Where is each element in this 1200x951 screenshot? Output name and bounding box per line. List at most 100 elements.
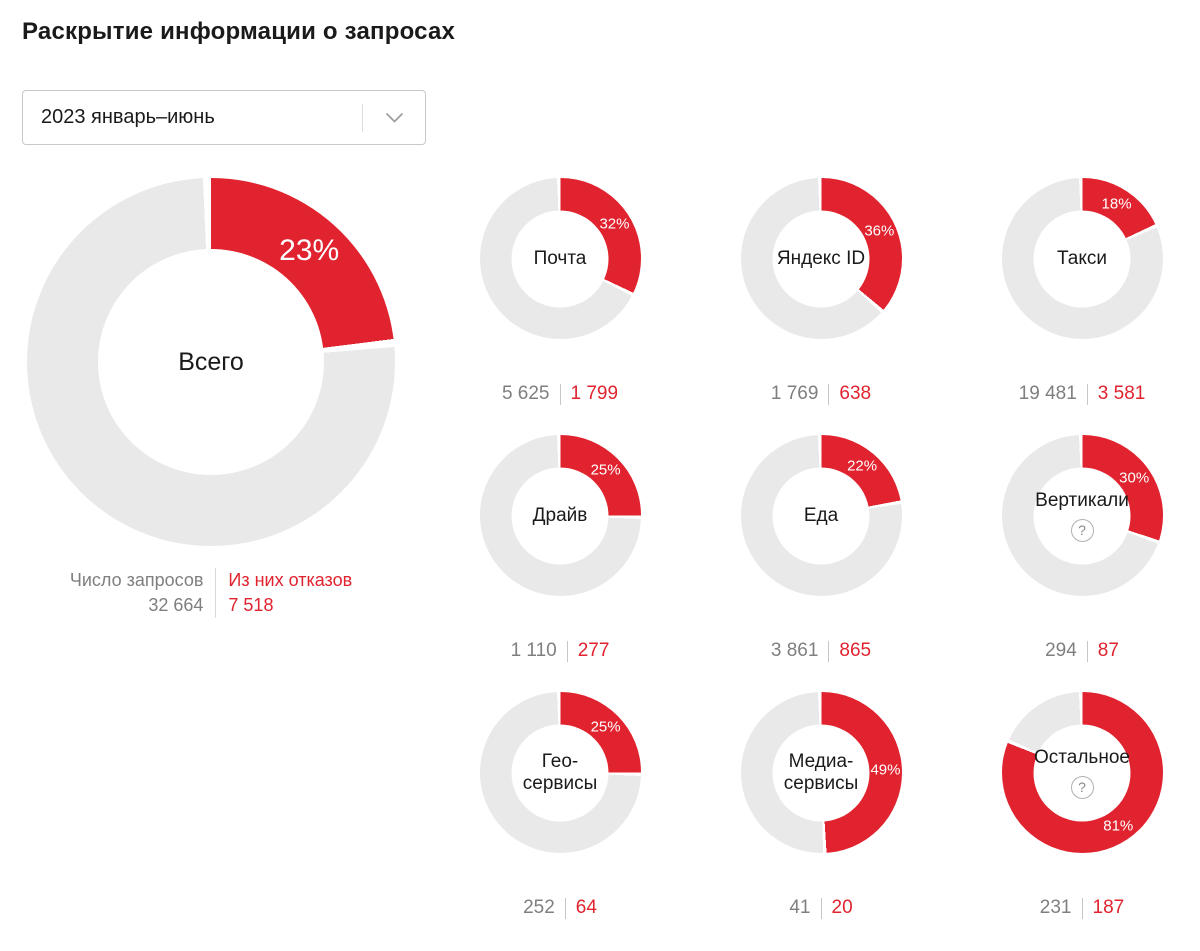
legend-refusals: Из них отказов 7 518 [228,568,352,618]
values-divider [828,383,830,405]
values-divider [559,383,561,405]
donut-center: Всего [27,178,395,546]
legend-refusals-value: 7 518 [228,595,274,615]
chart-values: 252 64 [523,897,597,919]
requests-count: 294 [1045,640,1077,661]
donut-center: Почта ? [480,178,641,339]
requests-count: 252 [523,897,555,918]
total-chart-block: Всего 23% Число запросов 32 664 Из них о… [27,178,395,618]
chart-label: Почта [533,247,587,269]
donut-chart-verticals: Вертикали ? 30% [1001,435,1163,596]
donut-hole [511,210,609,307]
percent-label: 25% [590,718,621,736]
chart-values: 1 769 638 [771,383,871,405]
donut-chart-yandex-id: Яндекс ID ? 36% [740,178,902,339]
chevron-down-icon [363,112,425,123]
refusals-count: 3 581 [1097,383,1146,404]
requests-count: 1 110 [510,640,557,661]
donut-center: Яндекс ID ? [741,178,902,339]
percent-label: 32% [599,215,630,233]
refusals-count: 638 [839,383,872,404]
percent-label: 22% [847,457,878,475]
chart-label: Остальное [1034,746,1130,768]
percent-label: 25% [590,461,621,479]
chart-values: 1 110 277 [510,640,610,662]
donut-chart-media: Медиа- сервисы ? 49% [740,692,902,853]
values-divider [820,897,822,919]
refusals-count: 865 [839,640,872,661]
donut-hole [772,210,870,307]
help-icon[interactable]: ? [1070,775,1094,799]
chart-values: 19 481 3 581 [1018,383,1146,405]
percent-label: 30% [1119,469,1150,487]
chart-label: Еда [803,504,839,526]
values-divider [566,640,568,662]
donut-center: Такси ? [1002,178,1163,339]
period-select[interactable]: 2023 январь–июнь [22,90,426,145]
chart-label: Яндекс ID [776,247,866,269]
donut-center: Еда ? [741,435,902,596]
donut-chart-geo: Гео- сервисы ? 25% [479,692,641,853]
select-divider [362,103,363,132]
donut-hole [1033,467,1131,564]
help-icon[interactable]: ? [1070,518,1094,542]
donut-chart-total: Всего 23% [27,178,395,546]
donut-chart-other: Остальное ? 81% [1001,692,1163,853]
refusals-count: 187 [1092,897,1125,918]
percent-label: 49% [870,761,901,779]
donut-hole [511,724,609,821]
period-select-value: 2023 январь–июнь [41,106,215,128]
chart-label: Медиа- сервисы [783,750,859,794]
donut-center: Гео- сервисы ? [480,692,641,853]
chart-label: Гео- сервисы [522,750,598,794]
donut-center: Медиа- сервисы ? [741,692,902,853]
chart-values: 3 861 865 [771,640,871,662]
donut-hole [1033,210,1131,307]
chart-cell-mail: Почта ? 32% 5 625 1 799 [460,178,660,405]
chart-cell-media: Медиа- сервисы ? 49% 41 20 [721,692,921,919]
requests-count: 231 [1039,897,1072,918]
requests-count: 3 861 [770,640,819,661]
donut-hole [772,724,870,821]
donut-center: Остальное ? [1002,692,1163,853]
chart-cell-taxi: Такси ? 18% 19 481 3 581 [982,178,1182,405]
requests-count: 5 625 [501,383,550,404]
chart-label: Такси [1057,247,1107,269]
services-chart-grid: Почта ? 32% 5 625 1 799 Яндекс ID ? 36% [460,178,1182,919]
chart-cell-yandex-id: Яндекс ID ? 36% 1 769 638 [721,178,921,405]
donut-chart-drive: Драйв ? 25% [479,435,641,596]
percent-label: 23% [279,233,340,267]
donut-chart-taxi: Такси ? 18% [1001,178,1163,339]
values-divider [1086,640,1088,662]
donut-chart-mail: Почта ? 32% [479,178,641,339]
donut-hole [772,467,870,564]
legend-requests-label: Число запросов [69,570,204,590]
chart-cell-eda: Еда ? 22% 3 861 865 [721,435,921,662]
chart-label: Драйв [532,504,588,526]
chart-cell-drive: Драйв ? 25% 1 110 277 [460,435,660,662]
refusals-count: 1 799 [570,383,619,404]
donut-hole [511,467,609,564]
percent-label: 18% [1101,195,1132,213]
chart-values: 5 625 1 799 [502,383,618,405]
requests-count: 1 769 [770,383,819,404]
chart-cell-verticals: Вертикали ? 30% 294 87 [982,435,1182,662]
percent-label: 36% [864,222,895,240]
requests-count: 19 481 [1018,383,1077,404]
percent-label: 81% [1103,817,1134,835]
refusals-count: 277 [577,640,610,661]
chart-label: Всего [178,347,244,376]
refusals-count: 87 [1097,640,1119,661]
donut-center: Вертикали ? [1002,435,1163,596]
page-title: Раскрытие информации о запросах [22,18,456,45]
chart-cell-geo: Гео- сервисы ? 25% 252 64 [460,692,660,919]
requests-count: 41 [789,897,811,918]
chart-label: Вертикали [1035,489,1129,511]
chart-values: 41 20 [789,897,853,919]
chart-values: 294 87 [1045,640,1119,662]
legend-requests: Число запросов 32 664 [70,568,204,618]
values-divider [1086,383,1088,405]
values-divider [828,640,830,662]
legend-refusals-label: Из них отказов [228,570,353,590]
donut-chart-eda: Еда ? 22% [740,435,902,596]
